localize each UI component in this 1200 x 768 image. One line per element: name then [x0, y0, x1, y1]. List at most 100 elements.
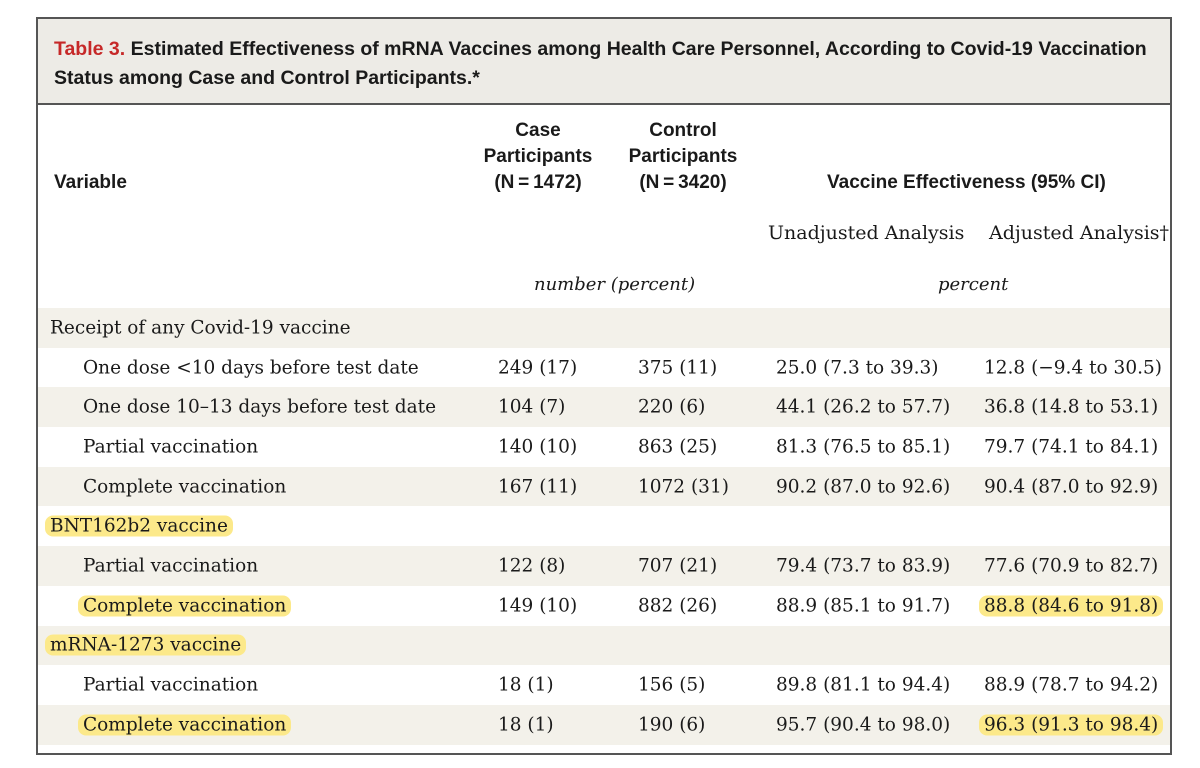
control-value: 190 (6) [638, 714, 705, 735]
control-value: 882 (26) [638, 595, 717, 616]
table-title: Table 3. Estimated Effectiveness of mRNA… [54, 35, 1154, 93]
adjusted-value: 12.8 (−9.4 to 30.5) [984, 357, 1162, 378]
units-number-percent: number (percent) [534, 274, 696, 295]
adjusted-value: 90.4 (87.0 to 92.9) [984, 476, 1158, 497]
control-value-text: 1072 (31) [638, 476, 729, 498]
case-value: 140 (10) [498, 436, 577, 457]
row-label: Complete vaccination [78, 595, 292, 617]
row-label: Complete vaccination [83, 476, 286, 497]
unadjusted-value: 81.3 (76.5 to 85.1) [776, 436, 950, 457]
adjusted-value: 88.8 (84.6 to 91.8) [979, 595, 1164, 617]
control-value-text: 156 (5) [638, 674, 706, 696]
row-label-text: Complete vaccination [78, 714, 292, 736]
control-value: 220 (6) [638, 397, 705, 418]
header-adjusted: Adjusted Analysis† [989, 222, 1170, 244]
unadjusted-value: 44.1 (26.2 to 57.7) [776, 397, 950, 418]
units-percent: percent [938, 274, 1009, 295]
control-value-text: 863 (25) [638, 436, 718, 458]
row-label: One dose <10 days before test date [83, 357, 419, 378]
adjusted-value-text: 88.8 (84.6 to 91.8) [979, 595, 1164, 617]
row-label-text: Receipt of any Covid-19 vaccine [50, 317, 351, 339]
unadjusted-value-text: 89.8 (81.1 to 94.4) [776, 674, 951, 696]
case-value-text: 18 (1) [498, 674, 554, 696]
header-case-participants: Case Participants (N = 1472) [463, 118, 613, 196]
control-value-text: 707 (21) [638, 555, 718, 577]
table-row: Complete vaccination 18 (1) 190 (6) 95.7 (9… [38, 704, 1170, 745]
case-value-text: 140 (10) [498, 436, 578, 458]
row-label: Partial vaccination [83, 555, 258, 576]
header-control-participants: Control Participants (N = 3420) [608, 118, 758, 196]
row-label-text: Complete vaccination [78, 595, 292, 617]
case-value: 104 (7) [498, 397, 565, 418]
header-case-line3: (N = 1472) [494, 172, 582, 193]
case-value: 149 (10) [498, 595, 577, 616]
unadjusted-value-text: 81.3 (76.5 to 85.1) [776, 436, 951, 458]
unadjusted-value-text: 44.1 (26.2 to 57.7) [776, 396, 951, 418]
header-variable: Variable [54, 172, 127, 193]
table-body: Receipt of any Covid-19 vaccine One dose … [38, 308, 1170, 745]
adjusted-value-text: 77.6 (70.9 to 82.7) [984, 555, 1159, 577]
row-label: BNT162b2 vaccine [45, 515, 233, 537]
case-value: 18 (1) [498, 714, 554, 735]
table-row: One dose 10–13 days before test date 104 … [38, 387, 1170, 428]
unadjusted-value: 88.9 (85.1 to 91.7) [776, 595, 950, 616]
table-row: Complete vaccination 149 (10) 882 (26) 88.9… [38, 586, 1170, 626]
row-label: Receipt of any Covid-19 vaccine [50, 317, 351, 338]
control-value-text: 375 (11) [638, 357, 718, 379]
table-row: Partial vaccination 18 (1) 156 (5) 89.8 (81… [38, 665, 1170, 705]
table-title-text: Estimated Effectiveness of mRNA Vaccines… [54, 38, 1147, 89]
adjusted-value-text: 79.7 (74.1 to 84.1) [984, 436, 1159, 458]
adjusted-value: 79.7 (74.1 to 84.1) [984, 436, 1158, 457]
table-row: Complete vaccination 167 (11) 1072 (31) 90.… [38, 466, 1170, 507]
unadjusted-value: 95.7 (90.4 to 98.0) [776, 714, 950, 735]
control-value: 707 (21) [638, 555, 717, 576]
table-row: BNT162b2 vaccine [38, 506, 1170, 546]
control-value: 375 (11) [638, 357, 717, 378]
control-value-text: 190 (6) [638, 714, 706, 736]
header-unadjusted: Unadjusted Analysis [768, 222, 965, 244]
row-label-text: One dose 10–13 days before test date [83, 396, 437, 418]
row-label: Complete vaccination [78, 714, 292, 736]
case-value: 122 (8) [498, 555, 565, 576]
adjusted-value-text: 90.4 (87.0 to 92.9) [984, 476, 1159, 498]
adjusted-value: 88.9 (78.7 to 94.2) [984, 675, 1158, 696]
unadjusted-value: 79.4 (73.7 to 83.9) [776, 555, 950, 576]
header-control-line1: Control [649, 120, 717, 141]
control-value-text: 220 (6) [638, 396, 706, 418]
table-row: Receipt of any Covid-19 vaccine [38, 308, 1170, 348]
header-case-line2: Participants [483, 146, 593, 167]
row-label-text: mRNA-1273 vaccine [45, 634, 247, 656]
case-value-text: 149 (10) [498, 595, 578, 617]
table-row: mRNA-1273 vaccine [38, 625, 1170, 666]
case-value: 18 (1) [498, 675, 554, 696]
control-value-text: 882 (26) [638, 595, 718, 617]
adjusted-value: 77.6 (70.9 to 82.7) [984, 555, 1158, 576]
case-value-text: 249 (17) [498, 357, 578, 379]
table-row: Partial vaccination 122 (8) 707 (21) 79.4 (… [38, 546, 1170, 586]
header-control-line3: (N = 3420) [639, 172, 727, 193]
unadjusted-value-text: 79.4 (73.7 to 83.9) [776, 555, 951, 577]
unadjusted-value-text: 95.7 (90.4 to 98.0) [776, 714, 951, 736]
header-control-line2: Participants [628, 146, 738, 167]
adjusted-value: 96.3 (91.3 to 98.4) [979, 714, 1164, 736]
case-value-text: 167 (11) [498, 476, 578, 498]
adjusted-value-text: 96.3 (91.3 to 98.4) [979, 714, 1164, 736]
case-value-text: 104 (7) [498, 396, 566, 418]
row-label-text: Complete vaccination [83, 476, 287, 498]
row-label-text: Partial vaccination [83, 674, 259, 696]
control-value: 863 (25) [638, 436, 717, 457]
row-label: Partial vaccination [83, 675, 258, 696]
table-number-label: Table 3. [54, 38, 126, 60]
adjusted-value: 36.8 (14.8 to 53.1) [984, 397, 1158, 418]
case-value-text: 18 (1) [498, 714, 554, 736]
row-label-text: BNT162b2 vaccine [45, 515, 233, 537]
unadjusted-value: 90.2 (87.0 to 92.6) [776, 476, 950, 497]
control-value: 156 (5) [638, 675, 705, 696]
row-label: Partial vaccination [83, 436, 258, 457]
row-label: One dose 10–13 days before test date [83, 397, 436, 418]
adjusted-value-text: 36.8 (14.8 to 53.1) [984, 396, 1159, 418]
row-label-text: One dose <10 days before test date [83, 357, 419, 379]
adjusted-value-text: 88.9 (78.7 to 94.2) [984, 674, 1159, 696]
case-value: 249 (17) [498, 357, 577, 378]
row-label: mRNA-1273 vaccine [45, 634, 247, 656]
